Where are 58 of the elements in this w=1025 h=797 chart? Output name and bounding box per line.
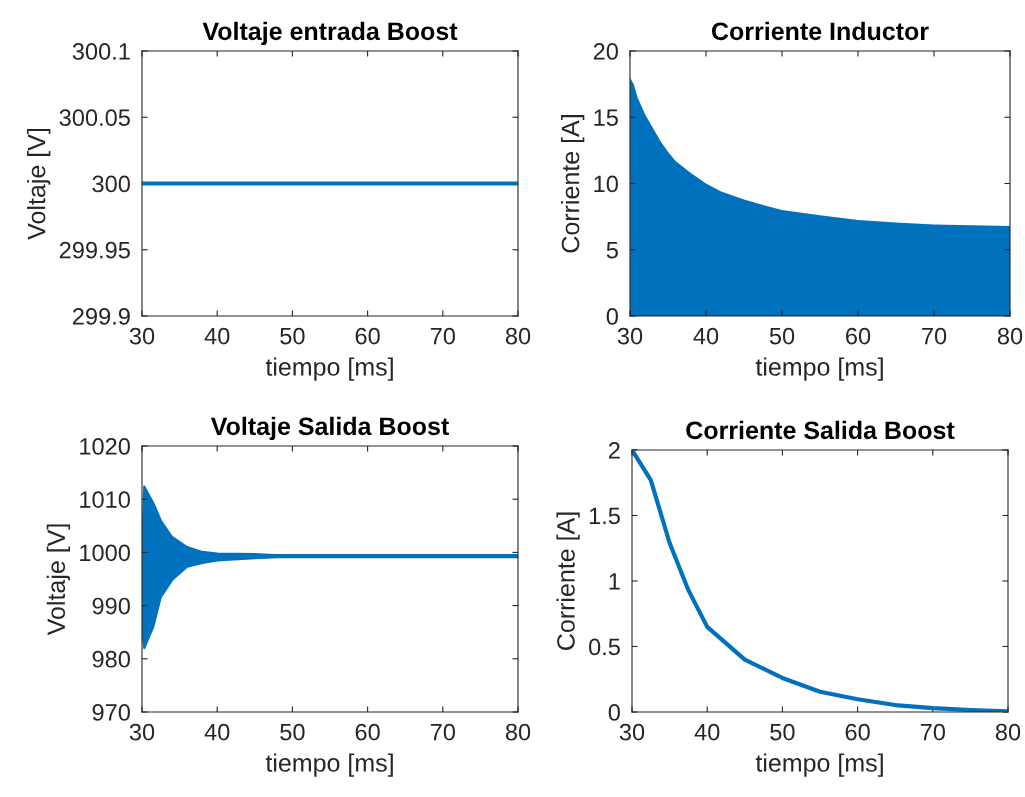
x-tick-label: 80 [995,723,1021,741]
x-tick-label: 30 [619,723,645,741]
x-tick-label: 80 [505,327,531,345]
x-tick-label: 50 [769,327,795,345]
y-tick-label: 980 [92,650,130,668]
x-tick-label: 80 [997,327,1023,345]
chart-title: Voltaje Salida Boost [210,416,449,441]
x-tick-label: 60 [845,723,870,741]
y-tick-label: 15 [594,109,618,127]
x-tick-label: 60 [355,723,380,741]
y-tick-label: 0.5 [588,638,620,656]
y-tick-label: 1010 [80,491,130,508]
y-tick-label: 1020 [80,438,130,455]
y-axis-title: Corriente [A] [560,115,585,253]
y-tick-label: 0 [606,308,618,325]
x-tick-label: 30 [129,723,155,741]
y-tick-label: 1.5 [589,507,620,525]
x-tick-label: 80 [505,723,531,741]
y-tick-label: 0 [608,704,620,721]
x-tick-label: 40 [694,723,720,741]
y-tick-label: 300.1 [72,43,130,60]
x-tick-label: 40 [204,327,230,345]
x-axis-title: tiempo [ms] [755,753,883,777]
y-tick-label: 2 [608,442,620,459]
x-axis-title: tiempo [ms] [755,357,883,381]
chart-title: Corriente Inductor [712,21,929,41]
x-tick-label: 40 [693,327,719,345]
x-tick-label: 60 [846,327,871,345]
x-axis-title: tiempo [ms] [265,357,393,381]
y-tick-label: 10 [594,175,618,193]
chart-title: Voltaje entrada Boost [202,21,458,46]
y-axis-title: Corriente [A] [556,512,580,650]
y-tick-label: 1 [609,573,620,590]
x-tick-label: 70 [430,327,456,345]
x-tick-label: 30 [129,327,155,345]
y-tick-label: 20 [593,43,618,60]
y-tick-label: 300.05 [59,109,130,127]
x-tick-label: 50 [280,723,305,741]
x-tick-label: 60 [355,327,380,345]
x-tick-label: 50 [280,327,305,345]
y-tick-label: 970 [92,704,130,721]
y-tick-label: 5 [606,242,618,259]
y-tick-label: 299.95 [59,241,130,259]
chart-title: Corriente Salida Boost [686,420,955,440]
y-tick-label: 1000 [80,544,130,562]
x-tick-label: 70 [922,327,947,345]
x-tick-label: 70 [430,723,456,741]
y-tick-label: 990 [92,597,130,615]
y-axis-title: Voltaje [V] [46,524,71,636]
x-tick-label: 50 [770,723,795,741]
x-axis-title: tiempo [ms] [265,753,393,777]
y-tick-label: 300 [92,175,130,193]
y-axis-title: Voltaje [V] [27,128,51,240]
x-tick-label: 40 [204,723,230,741]
x-tick-label: 70 [920,723,946,741]
y-tick-label: 299.9 [73,308,130,325]
line-series [632,450,1008,712]
x-tick-label: 30 [617,327,643,345]
